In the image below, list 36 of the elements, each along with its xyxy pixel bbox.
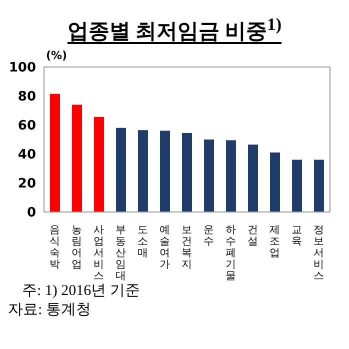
bar <box>270 152 280 212</box>
y-tick-label: 80 <box>18 90 36 105</box>
x-tick-label: 예술여가 <box>160 224 170 270</box>
bar <box>292 160 302 212</box>
y-tick-label: 100 <box>8 60 36 76</box>
x-tick-label: 부동산임대 <box>116 224 126 282</box>
bar <box>138 130 148 212</box>
bar <box>160 130 170 212</box>
x-tick-label: 음식숙박 <box>50 224 60 270</box>
y-tick-label: 60 <box>18 118 36 134</box>
bar <box>226 140 236 212</box>
x-tick-label: 보건복지 <box>182 224 192 270</box>
text: 주: 1) 2016년 기준 <box>21 282 141 300</box>
bar <box>204 140 214 212</box>
y-tick-label: 20 <box>18 176 36 192</box>
x-tick-label: 도소매 <box>138 224 148 259</box>
x-tick-label: 사업서비스 <box>94 224 104 282</box>
bar <box>50 94 60 212</box>
y-axis-title: (%) <box>46 49 68 62</box>
x-tick-label: 건설 <box>248 224 258 248</box>
x-tick-label: 교육 <box>292 224 302 248</box>
x-tick-label: 하수폐기물 <box>226 224 236 282</box>
x-tick-label: 운수 <box>204 224 214 248</box>
bar <box>94 117 104 212</box>
x-tick-label: 농림어업 <box>72 224 82 270</box>
bar <box>248 144 258 212</box>
chart-title: 업종별 최저임금 비중$^{1)}$ <box>66 13 283 45</box>
y-tick-label: 0 <box>26 206 36 221</box>
bar <box>182 132 192 212</box>
x-tick-label: 정보서비스 <box>314 224 324 282</box>
text: 자료: 통계청 <box>8 300 92 320</box>
bar <box>72 104 82 212</box>
bar <box>314 160 324 212</box>
x-tick-label: 제조업 <box>270 224 280 259</box>
bar <box>116 128 126 212</box>
y-tick-label: 40 <box>18 148 36 163</box>
